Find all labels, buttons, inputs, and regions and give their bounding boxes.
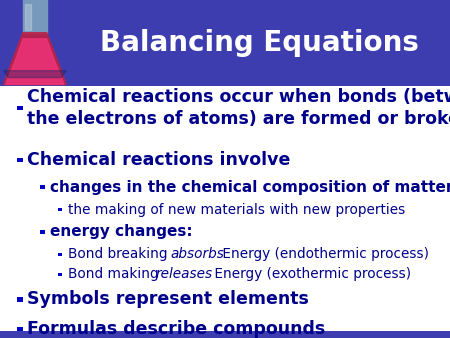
Text: Symbols represent elements: Symbols represent elements: [27, 290, 309, 309]
Bar: [17, 327, 22, 331]
Bar: [58, 273, 62, 276]
Bar: [40, 185, 45, 189]
Bar: [17, 158, 22, 163]
Text: energy changes:: energy changes:: [50, 224, 192, 239]
Bar: [0, 331, 450, 338]
Text: the making of new materials with new properties: the making of new materials with new pro…: [68, 202, 405, 217]
Bar: [58, 253, 62, 256]
Text: absorbs: absorbs: [171, 247, 224, 261]
Polygon shape: [4, 33, 66, 84]
Text: releases: releases: [156, 267, 213, 282]
Text: Chemical reactions involve: Chemical reactions involve: [27, 151, 290, 169]
Text: Chemical reactions occur when bonds (between
the electrons of atoms) are formed : Chemical reactions occur when bonds (bet…: [27, 88, 450, 127]
Text: Energy (exothermic process): Energy (exothermic process): [210, 267, 411, 282]
Text: Bond breaking: Bond breaking: [68, 247, 171, 261]
Text: changes in the chemical composition of matter: changes in the chemical composition of m…: [50, 180, 450, 195]
Polygon shape: [4, 71, 66, 78]
Polygon shape: [23, 0, 47, 33]
Bar: [40, 230, 45, 234]
Polygon shape: [5, 39, 64, 84]
Bar: [0, 0, 450, 86]
Text: Energy (endothermic process): Energy (endothermic process): [218, 247, 429, 261]
Bar: [58, 208, 62, 211]
Polygon shape: [25, 4, 31, 30]
Text: Balancing Equations: Balancing Equations: [100, 29, 419, 57]
Bar: [17, 105, 22, 110]
Text: Bond making: Bond making: [68, 267, 162, 282]
Bar: [17, 297, 22, 302]
Text: Formulas describe compounds: Formulas describe compounds: [27, 320, 325, 338]
